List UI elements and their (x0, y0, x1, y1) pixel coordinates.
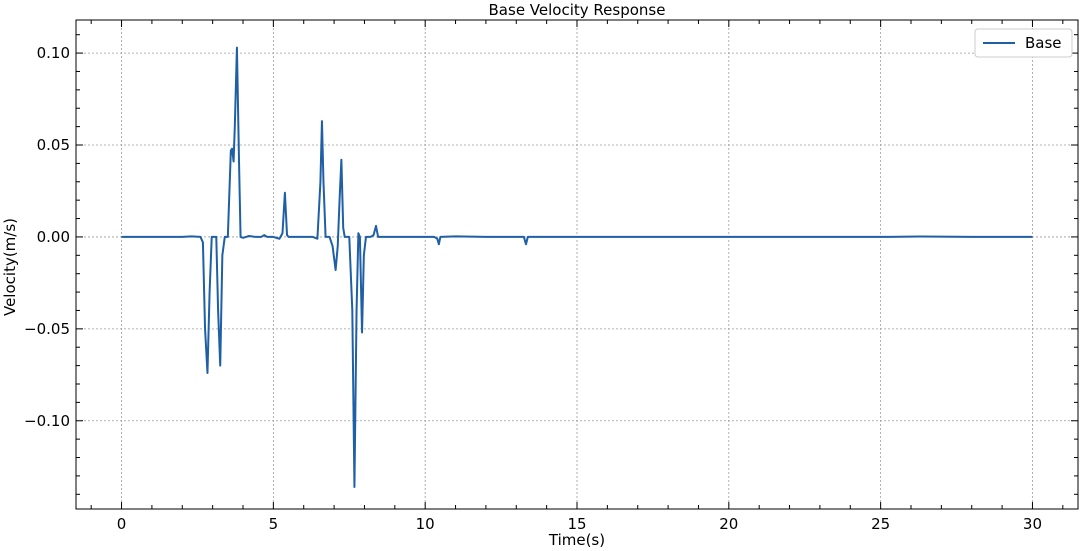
x-tick-labels: 0 5 10 15 20 25 30 (117, 515, 1042, 533)
legend-box (974, 28, 1073, 58)
x-tick-label: 25 (871, 515, 890, 533)
x-tick-label: 30 (1023, 515, 1042, 533)
x-tick-label: 10 (416, 515, 435, 533)
x-tick-label: 0 (117, 515, 127, 533)
y-axis-label: Velocity(m/s) (1, 218, 19, 316)
legend: Base (974, 28, 1073, 58)
y-tick-label: −0.05 (24, 320, 70, 338)
x-tick-label: 15 (567, 515, 586, 533)
grid-lines (76, 20, 1078, 509)
chart-title: Base Velocity Response (489, 1, 666, 19)
y-tick-label: 0.00 (37, 228, 70, 246)
x-axis-label: Time(s) (548, 531, 605, 549)
x-tick-label: 20 (719, 515, 738, 533)
y-tick-label: −0.10 (24, 412, 70, 430)
y-tick-labels: 0.10 0.05 0.00 −0.05 −0.10 (24, 44, 70, 430)
legend-label-base: Base (1025, 34, 1062, 52)
y-tick-label: 0.05 (37, 136, 70, 154)
y-tick-label: 0.10 (37, 44, 70, 62)
x-tick-label: 5 (269, 515, 279, 533)
series-line-base (121, 46, 1033, 488)
axis-ticks (76, 20, 1078, 509)
